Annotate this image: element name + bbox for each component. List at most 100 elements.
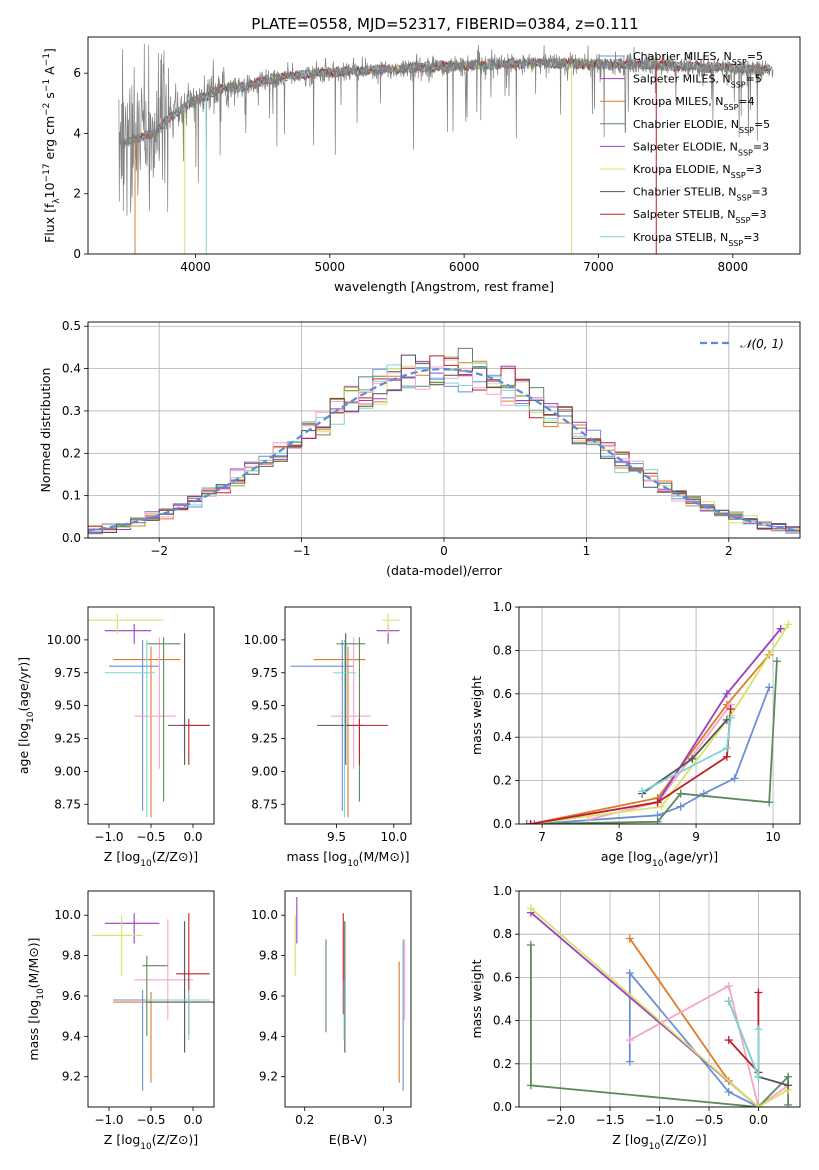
x-tick-label: −2.0	[546, 1113, 575, 1127]
y-tick-label: 0.2	[62, 446, 81, 460]
error-bar-point	[146, 921, 214, 1053]
panel-mass_weight_vs_Z: −2.0 −1.5 −1.0 −0.5 0.0 0.0 0.2 0.4 0.6 0.8 1.0 Z […	[469, 884, 801, 1152]
mass-weight-line	[629, 984, 789, 1107]
y-tick-label: 0.4	[62, 362, 81, 376]
y-tick-label: 9.00	[54, 764, 81, 778]
mass-weight-marker	[653, 798, 662, 807]
error-bar-point	[92, 915, 143, 976]
mass-weight-marker	[772, 657, 781, 666]
plot-area	[290, 613, 400, 818]
mass-weight-line	[629, 937, 759, 1107]
mass-weight-marker	[726, 704, 735, 713]
y-tick-label: 1.0	[493, 600, 512, 614]
legend-label: Kroupa ELODIE, NSSP=3	[633, 163, 762, 180]
y-tick-label: 10.0	[251, 908, 278, 922]
error-bar-point	[142, 955, 168, 1037]
y-tick-label: 0.2	[493, 1057, 512, 1071]
mass-weight-line	[641, 719, 728, 795]
mass-weight-marker	[625, 1036, 634, 1045]
y-tick-label: 9.75	[251, 666, 278, 680]
y-tick-label: 9.4	[259, 1029, 278, 1043]
mass-weight-marker	[776, 624, 785, 633]
x-tick-label: 9.5	[327, 830, 346, 844]
y-tick-label: 9.2	[62, 1070, 81, 1084]
plot-area	[92, 913, 214, 1091]
panel-mass_vs_Z: −1.0 −0.5 0.0 9.2 9.4 9.6 9.8 10.0 Z [log10(Z/Z⊙…	[26, 890, 215, 1152]
y-tick-label: 9.2	[259, 1070, 278, 1084]
mass-weight-marker	[784, 620, 793, 629]
plot-area	[522, 620, 793, 824]
y-tick-label: 9.25	[251, 732, 278, 746]
x-tick-label: 6000	[449, 260, 480, 274]
x-tick-label: 7	[538, 830, 546, 844]
mass-weight-line	[530, 654, 770, 824]
axes-frame	[87, 36, 801, 255]
gaussian-curve	[88, 367, 798, 532]
mass-weight-marker	[653, 817, 662, 824]
y-tick-label: 10.0	[54, 908, 81, 922]
legend-label: Kroupa MILES, NSSP=4	[633, 95, 755, 112]
plot-area	[118, 43, 774, 254]
observed-spectrum-line	[118, 43, 774, 216]
mass-weight-line	[534, 686, 771, 824]
y-tick-label: 9.4	[62, 1029, 81, 1043]
mass-weight-marker	[726, 713, 735, 722]
x-tick-label: 7000	[583, 260, 614, 274]
figure-title: PLATE=0558, MJD=52317, FIBERID=0384, z=0…	[251, 15, 638, 33]
axes-frame	[518, 606, 801, 825]
legend-label: Chabrier STELIB, NSSP=3	[633, 186, 768, 203]
y-axis-label: mass weight	[469, 676, 484, 755]
mass-weight-marker	[754, 1103, 763, 1107]
x-tick-label: −0.5	[136, 1113, 165, 1127]
mass-weight-line	[530, 708, 732, 824]
mass-weight-line	[530, 628, 782, 824]
x-tick-label: −1.0	[94, 1113, 123, 1127]
legend-label: Chabrier ELODIE, NSSP=5	[633, 118, 770, 135]
x-tick-label: 8	[615, 830, 623, 844]
mass-weight-marker	[625, 1057, 634, 1066]
mass-weight-marker	[657, 802, 666, 811]
mass-weight-marker	[754, 988, 763, 997]
mass-weight-line	[530, 907, 789, 1107]
x-tick-label: 0.0	[749, 1113, 768, 1127]
mass-weight-marker	[724, 997, 733, 1006]
legend-label: 𝒩(0, 1)	[740, 337, 784, 351]
y-tick-label: 9.75	[54, 666, 81, 680]
axes-frame	[87, 321, 801, 539]
error-bar-point	[134, 919, 193, 1021]
mass-weight-marker	[638, 787, 647, 796]
panel-residuals: −2 −1 0 1 2 0.0 0.1 0.2 0.3 0.4 0.5 (data-model)/er…	[38, 319, 801, 578]
y-tick-label: 0.4	[493, 1014, 512, 1028]
mass-weight-marker	[625, 934, 634, 943]
plot-area	[294, 897, 406, 1091]
x-axis-label: (data-model)/error	[386, 563, 503, 578]
mass-weight-marker	[754, 1025, 763, 1034]
y-tick-label: 9.00	[251, 764, 278, 778]
mass-weight-marker	[676, 802, 685, 811]
x-axis-label: Z [log10(Z/Z⊙)]	[612, 1132, 706, 1152]
panel-mass_vs_EBV: 0.2 0.3 9.2 9.4 9.6 9.8 10.0 E(B-V)	[251, 890, 412, 1147]
y-tick-label: 9.6	[259, 989, 278, 1003]
mass-weight-marker	[526, 820, 535, 824]
panel-age_vs_Z: −1.0 −0.5 0.0 8.75 9.00 9.25 9.50 9.75 10.00 Z [l…	[16, 606, 215, 869]
legend-label: Chabrier MILES, NSSP=5	[633, 50, 763, 67]
y-tick-label: 8.75	[251, 797, 278, 811]
x-tick-label: 9	[692, 830, 700, 844]
y-tick-label: 8.75	[54, 797, 81, 811]
error-bar-point	[333, 639, 357, 818]
error-bar-point	[336, 637, 366, 802]
x-axis-label: wavelength [Angstrom, rest frame]	[334, 279, 554, 294]
legend-label: Salpeter ELODIE, NSSP=3	[633, 140, 769, 157]
x-tick-label: 4000	[180, 260, 211, 274]
x-tick-label: 8000	[718, 260, 749, 274]
y-tick-label: 6	[73, 66, 81, 80]
y-axis-label: mass weight	[469, 959, 484, 1038]
error-bar-point	[104, 913, 160, 944]
mass-weight-marker	[724, 1036, 733, 1045]
x-tick-label: −0.5	[694, 1113, 723, 1127]
x-axis-label: Z [log10(Z/Z⊙)]	[104, 849, 198, 869]
mass-weight-line	[628, 970, 759, 1107]
axes-frame	[284, 890, 412, 1108]
mass-weight-marker	[526, 941, 535, 949]
